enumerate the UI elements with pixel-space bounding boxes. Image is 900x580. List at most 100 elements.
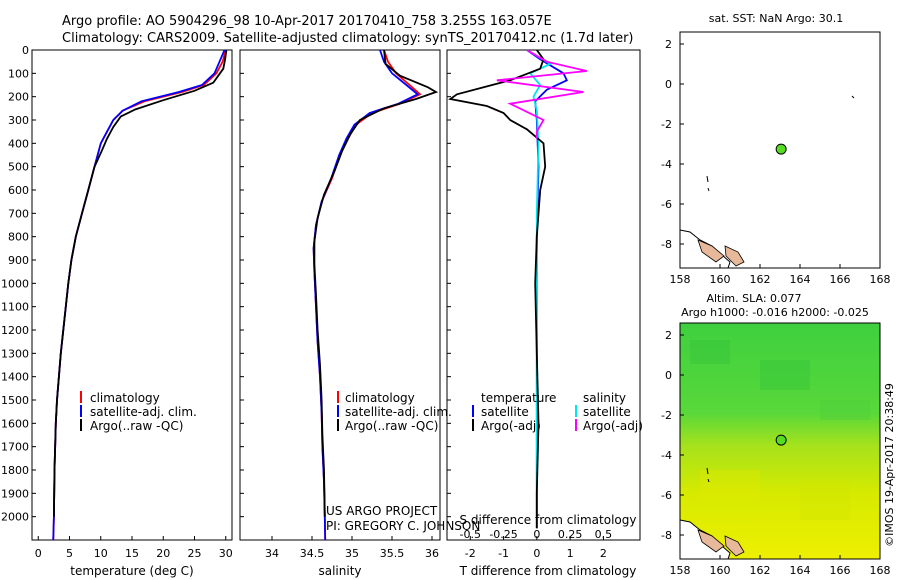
header-title-line2: Climatology: CARS2009. Satellite-adjuste… bbox=[62, 31, 634, 46]
salinity-axis-ticks: 34 34.5 35 35.5 36 bbox=[265, 536, 439, 560]
series-line-argo-raw-qc- bbox=[313, 50, 439, 517]
legend-label-t-satellite: satellite bbox=[481, 405, 529, 419]
difference-lines bbox=[448, 50, 588, 529]
depth-tick-label: 900 bbox=[8, 254, 29, 267]
lat-tick-label: -6 bbox=[661, 489, 672, 502]
x-tick-label: 25 bbox=[188, 547, 202, 560]
depth-tick-label: 1300 bbox=[1, 347, 29, 360]
lon-tick-label: 166 bbox=[830, 273, 851, 286]
series-line-t-satellite bbox=[526, 50, 568, 529]
sla-map-panel: Altim. SLA: 0.077 Argo h1000: -0.016 h20… bbox=[661, 292, 890, 577]
depth-tick-label: 1100 bbox=[1, 301, 29, 314]
lon-tick-label: 160 bbox=[710, 273, 731, 286]
legend-label-argo: Argo(..raw -QC) bbox=[90, 419, 183, 433]
sla-map-ticks: 158 160 162 164 166 168 2 0 -2 -4 -6 -8 bbox=[661, 329, 890, 577]
s-difference-tick-labels: -0.5 -0.25 0 0.25 0.5 bbox=[460, 528, 613, 541]
x-tick-label: 34 bbox=[265, 547, 279, 560]
x-tick-label: 15 bbox=[125, 547, 139, 560]
difference-legend: temperature salinity satellite Argo(-adj… bbox=[472, 391, 643, 433]
lat-tick-label: 0 bbox=[665, 78, 672, 91]
legend-label-t-argo: Argo(-adj) bbox=[481, 419, 541, 433]
x-tick-label: 2 bbox=[600, 547, 607, 560]
x-tick-label: 34.5 bbox=[300, 547, 325, 560]
lon-tick-label: 162 bbox=[750, 273, 771, 286]
credit-line1: US ARGO PROJECT bbox=[326, 504, 438, 518]
sst-map-ticks: 158 160 162 164 166 168 2 0 -2 -4 -6 -8 bbox=[661, 38, 890, 286]
depth-axis-ticks: 0 100 200 300 400 500 600 700 800 900 1000 1100 1200… bbox=[1, 44, 36, 524]
sla-map-texture bbox=[690, 340, 870, 520]
salinity-depth-ticks bbox=[240, 49, 244, 518]
lon-tick-label: 164 bbox=[790, 564, 811, 577]
difference-axis-ticks: -2 -1 0 1 2 bbox=[465, 536, 607, 560]
sst-map-land bbox=[679, 95, 855, 269]
depth-tick-label: 800 bbox=[8, 231, 29, 244]
salinity-panel: 34 34.5 35 35.5 36 salinity climatology sate… bbox=[239, 49, 480, 578]
x-tick-label: 20 bbox=[156, 547, 170, 560]
x-tick-label: -1 bbox=[498, 547, 509, 560]
island-small bbox=[706, 467, 710, 483]
series-line-climatology bbox=[312, 50, 422, 540]
series-line-climatology bbox=[52, 50, 227, 540]
lat-tick-label: 0 bbox=[665, 369, 672, 382]
depth-tick-label: 200 bbox=[8, 91, 29, 104]
salinity-lines bbox=[312, 50, 439, 540]
salinity-legend: climatology satellite-adj. clim. Argo(..… bbox=[337, 391, 452, 433]
legend-title-salinity: salinity bbox=[583, 391, 626, 405]
sla-patch bbox=[760, 360, 810, 390]
x-tick-label: 36 bbox=[425, 547, 439, 560]
sla-patch bbox=[820, 400, 870, 420]
t-difference-axis-label: T difference from climatology bbox=[459, 564, 637, 578]
depth-tick-label: 1900 bbox=[1, 487, 29, 500]
s-difference-axis-label: S difference from climatology bbox=[460, 513, 637, 527]
temperature-axis-label: temperature (deg C) bbox=[70, 564, 193, 578]
x-tick-label: 1 bbox=[567, 547, 574, 560]
imos-timestamp: ©IMOS 19-Apr-2017 20:38:49 bbox=[883, 383, 896, 547]
series-line-satellite-adj-clim- bbox=[52, 50, 226, 540]
x-tick-label: 0 bbox=[35, 547, 42, 560]
argo-float-marker bbox=[775, 434, 787, 446]
depth-tick-label: 1000 bbox=[1, 277, 29, 290]
temperature-panel: 0100200300400500600700800900100011001200… bbox=[1, 44, 233, 578]
depth-tick-label: 600 bbox=[8, 184, 29, 197]
x-tick-label: 35 bbox=[345, 547, 359, 560]
credit-line2: PI: GREGORY C. JOHNSON bbox=[326, 519, 480, 533]
depth-tick-label: 700 bbox=[8, 207, 29, 220]
lat-tick-label: 2 bbox=[665, 329, 672, 342]
legend-label-climatology: climatology bbox=[345, 391, 415, 405]
legend-label-s-argo: Argo(-adj) bbox=[583, 419, 643, 433]
lon-tick-label: 162 bbox=[750, 564, 771, 577]
salinity-axis-label: salinity bbox=[318, 564, 361, 578]
s-tick-label: 0.25 bbox=[558, 528, 583, 541]
series-line-satellite-adj-clim- bbox=[312, 50, 420, 540]
depth-tick-label: 2000 bbox=[1, 511, 29, 524]
header-title-line1: Argo profile: AO 5904296_98 10-Apr-2017 … bbox=[62, 14, 552, 29]
lon-tick-label: 158 bbox=[670, 273, 691, 286]
s-tick-label: -0.5 bbox=[460, 528, 481, 541]
sla-patch bbox=[690, 340, 730, 364]
s-tick-label: -0.25 bbox=[489, 528, 517, 541]
depth-tick-label: 1700 bbox=[1, 441, 29, 454]
depth-tick-label: 1500 bbox=[1, 394, 29, 407]
lat-tick-label: -8 bbox=[661, 238, 672, 251]
sla-patch bbox=[700, 470, 760, 500]
depth-tick-label: 1200 bbox=[1, 324, 29, 337]
island-small bbox=[706, 95, 855, 192]
depth-tick-label: 100 bbox=[8, 67, 29, 80]
sla-map-title-line2: Argo h1000: -0.016 h2000: -0.025 bbox=[681, 306, 869, 319]
x-tick-label: -2 bbox=[465, 547, 476, 560]
temperature-lines bbox=[52, 50, 228, 540]
depth-tick-label: 1800 bbox=[1, 464, 29, 477]
x-tick-label: 5 bbox=[66, 547, 73, 560]
s-tick-label: 0 bbox=[533, 528, 540, 541]
lon-tick-label: 158 bbox=[670, 564, 691, 577]
depth-tick-label: 0 bbox=[22, 44, 29, 57]
legend-label-climatology: climatology bbox=[90, 391, 160, 405]
series-line-s-argo-adj- bbox=[496, 50, 588, 139]
sla-map-land bbox=[679, 467, 745, 560]
series-line-argo-raw-qc- bbox=[53, 50, 228, 517]
depth-tick-label: 500 bbox=[8, 161, 29, 174]
x-tick-label: 30 bbox=[219, 547, 233, 560]
lat-tick-label: 2 bbox=[665, 38, 672, 51]
lat-tick-label: -2 bbox=[661, 118, 672, 131]
